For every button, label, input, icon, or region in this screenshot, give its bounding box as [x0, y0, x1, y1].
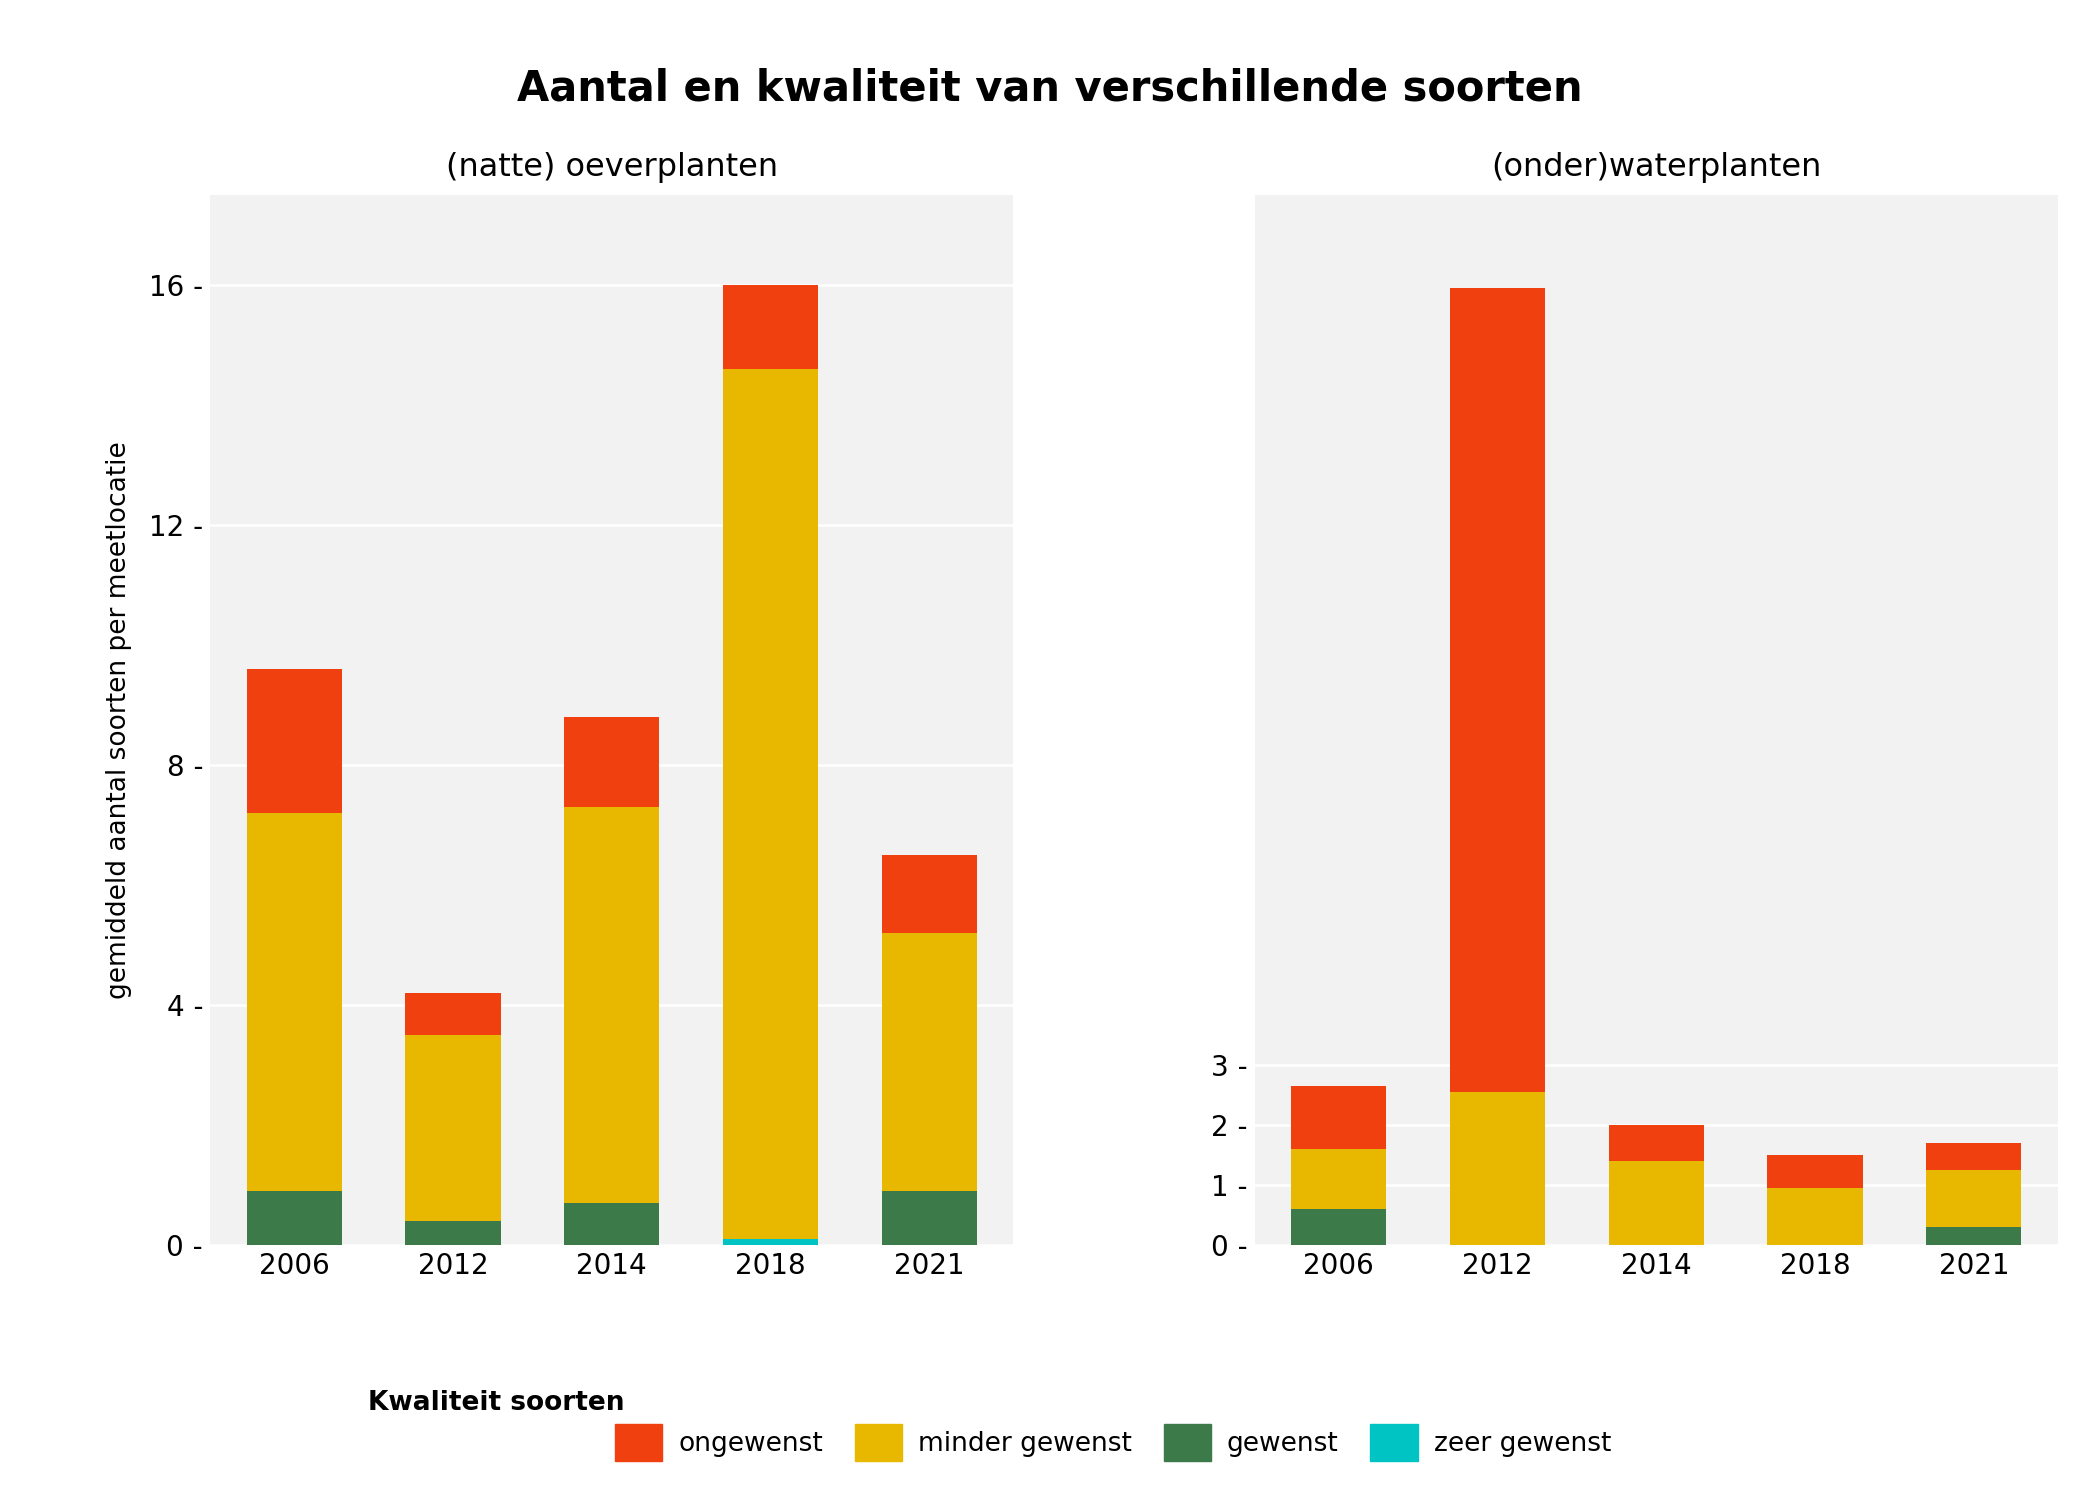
Bar: [1768, 1188, 1863, 1245]
Y-axis label: gemiddeld aantal soorten per meetlocatie: gemiddeld aantal soorten per meetlocatie: [107, 441, 132, 999]
Title: (onder)waterplanten: (onder)waterplanten: [1491, 152, 1821, 183]
Bar: [722, 1239, 819, 1245]
Bar: [722, 285, 819, 369]
Bar: [1292, 1209, 1386, 1245]
Bar: [405, 1035, 500, 1221]
Text: Aantal en kwaliteit van verschillende soorten: Aantal en kwaliteit van verschillende so…: [517, 68, 1583, 110]
Bar: [1609, 1125, 1703, 1161]
Bar: [1292, 1149, 1386, 1209]
Bar: [882, 1191, 977, 1245]
Text: Kwaliteit soorten: Kwaliteit soorten: [368, 1389, 624, 1416]
Bar: [1926, 1227, 2022, 1245]
Bar: [1449, 1092, 1546, 1245]
Bar: [1449, 288, 1546, 1092]
Bar: [722, 369, 819, 1239]
Bar: [882, 933, 977, 1191]
Legend: ongewenst, minder gewenst, gewenst, zeer gewenst: ongewenst, minder gewenst, gewenst, zeer…: [605, 1413, 1621, 1472]
Bar: [246, 813, 342, 1191]
Bar: [1768, 1155, 1863, 1188]
Bar: [405, 993, 500, 1035]
Bar: [882, 855, 977, 933]
Bar: [1926, 1143, 2022, 1170]
Bar: [1926, 1170, 2022, 1227]
Bar: [1292, 1086, 1386, 1149]
Bar: [246, 1191, 342, 1245]
Bar: [405, 1221, 500, 1245]
Bar: [1609, 1161, 1703, 1245]
Bar: [246, 669, 342, 813]
Bar: [565, 717, 659, 807]
Bar: [565, 807, 659, 1203]
Title: (natte) oeverplanten: (natte) oeverplanten: [445, 152, 777, 183]
Bar: [565, 1203, 659, 1245]
